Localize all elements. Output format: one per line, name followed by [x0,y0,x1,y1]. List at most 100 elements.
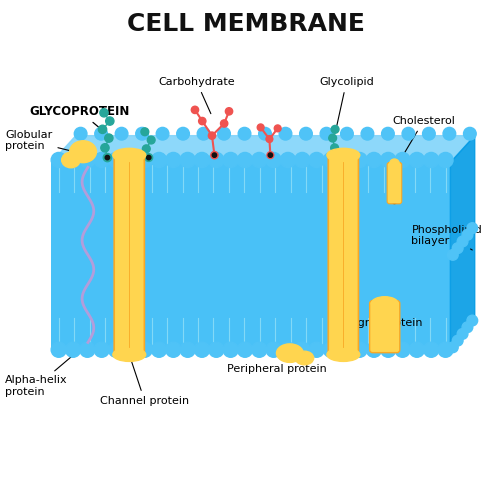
Circle shape [366,342,382,357]
Circle shape [218,128,230,140]
Circle shape [194,342,210,357]
Circle shape [137,342,152,357]
Text: Carbohydrate: Carbohydrate [158,77,235,114]
Circle shape [141,128,148,136]
Circle shape [330,144,338,152]
Circle shape [104,134,113,142]
Circle shape [142,145,150,152]
FancyBboxPatch shape [387,162,402,204]
Circle shape [274,125,281,132]
Circle shape [338,342,353,357]
Circle shape [123,152,138,168]
Circle shape [338,152,353,168]
Circle shape [136,128,148,140]
Circle shape [467,315,477,326]
Circle shape [294,152,310,168]
Text: Channel protein: Channel protein [100,357,189,406]
Circle shape [332,154,336,159]
Circle shape [390,159,400,168]
Circle shape [366,152,382,168]
Circle shape [361,128,374,140]
Circle shape [410,152,424,168]
Circle shape [146,156,151,160]
Circle shape [98,125,106,134]
Text: GLYCOPROTEIN: GLYCOPROTEIN [30,105,130,134]
Circle shape [395,152,410,168]
Circle shape [51,342,66,357]
Circle shape [352,152,367,168]
FancyBboxPatch shape [52,162,450,348]
Ellipse shape [372,296,398,310]
Circle shape [402,128,414,140]
Text: Glycolipid: Glycolipid [319,77,374,133]
Circle shape [176,128,190,140]
Circle shape [438,342,453,357]
Circle shape [106,117,114,125]
Circle shape [392,199,396,203]
FancyBboxPatch shape [114,155,144,354]
Circle shape [223,342,238,357]
Circle shape [257,124,264,131]
Circle shape [300,128,312,140]
Circle shape [180,342,195,357]
Circle shape [452,243,463,254]
Circle shape [422,128,435,140]
Circle shape [51,152,66,168]
Ellipse shape [62,152,80,168]
Circle shape [66,152,80,168]
Circle shape [457,236,468,247]
Circle shape [448,250,458,260]
Text: Phospholipid
bilayer: Phospholipid bilayer [412,224,482,250]
Circle shape [464,128,476,140]
Ellipse shape [276,344,303,362]
Text: CELL MEMBRANE: CELL MEMBRANE [127,12,365,36]
Circle shape [380,152,396,168]
Circle shape [462,230,473,240]
Circle shape [424,152,438,168]
Circle shape [74,128,87,140]
Circle shape [320,128,333,140]
Circle shape [94,342,109,357]
Circle shape [80,342,95,357]
Circle shape [116,128,128,140]
Circle shape [452,336,463,346]
Text: Peripheral protein: Peripheral protein [226,356,326,374]
Circle shape [223,152,238,168]
Circle shape [94,152,109,168]
Polygon shape [52,136,474,162]
Circle shape [252,342,267,357]
Circle shape [208,132,216,140]
Circle shape [410,342,424,357]
Circle shape [101,144,109,152]
Circle shape [268,153,272,158]
Ellipse shape [113,348,146,362]
Circle shape [424,342,438,357]
Circle shape [209,342,224,357]
Circle shape [123,342,138,357]
Circle shape [280,342,295,357]
Circle shape [192,106,198,114]
Circle shape [331,126,339,133]
Ellipse shape [113,148,146,162]
Circle shape [309,342,324,357]
Circle shape [220,120,228,127]
Circle shape [152,342,166,357]
Ellipse shape [70,141,96,163]
Circle shape [324,342,338,357]
Circle shape [180,152,195,168]
Text: Globular
protein: Globular protein [5,130,76,152]
Circle shape [209,152,224,168]
Circle shape [100,108,108,117]
Circle shape [80,152,95,168]
Circle shape [105,156,110,160]
Circle shape [462,322,473,332]
Ellipse shape [327,148,360,162]
Circle shape [95,128,108,140]
Circle shape [280,152,295,168]
Text: Cholesterol: Cholesterol [392,116,455,168]
Circle shape [266,136,273,142]
Circle shape [340,128,353,140]
Circle shape [279,128,292,140]
Circle shape [438,152,453,168]
Circle shape [380,342,396,357]
